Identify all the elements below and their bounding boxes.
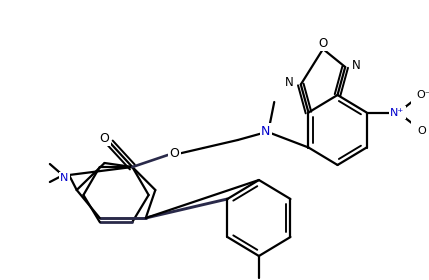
Text: O: O [417,125,426,136]
Text: O: O [169,146,179,160]
Text: N: N [352,59,361,71]
Text: O: O [318,36,328,50]
Text: N: N [285,76,294,89]
Text: N: N [60,173,69,183]
Text: O: O [100,132,109,144]
Text: O⁻: O⁻ [417,90,429,99]
Text: N: N [261,125,270,137]
Text: N⁺: N⁺ [390,108,405,118]
